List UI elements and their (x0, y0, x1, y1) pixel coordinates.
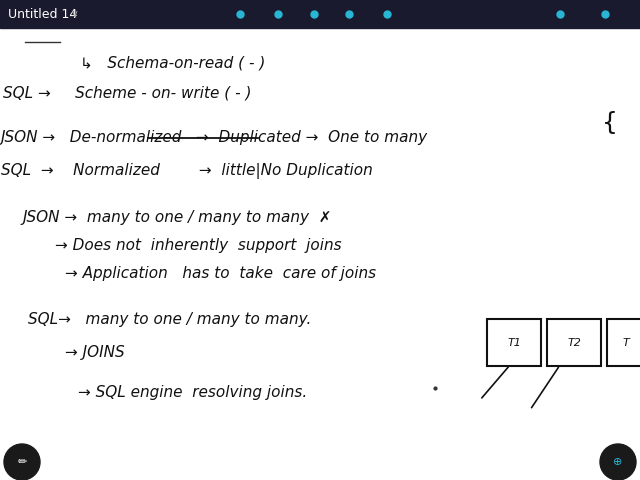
Text: ↳   Schema-on-read ( - ): ↳ Schema-on-read ( - ) (80, 55, 266, 70)
Text: → Does not  inherently  support  joins: → Does not inherently support joins (55, 238, 342, 253)
Bar (0, 0, 640, 28)
Text: Untitled 14: Untitled 14 (8, 8, 77, 21)
Text: → SQL engine  resolving joins.: → SQL engine resolving joins. (78, 385, 307, 400)
Text: SQL→   many to one / many to many.: SQL→ many to one / many to many. (28, 312, 312, 327)
Text: v: v (72, 9, 77, 19)
Text: T2: T2 (567, 337, 581, 348)
Circle shape (600, 444, 636, 480)
Text: T: T (622, 337, 629, 348)
Text: SQL →     Scheme - on- write ( - ): SQL → Scheme - on- write ( - ) (3, 85, 252, 100)
Text: ⊕: ⊕ (613, 457, 623, 467)
FancyBboxPatch shape (547, 319, 601, 366)
Text: SQL  →    Normalized        →  little|No Duplication: SQL → Normalized → little|No Duplication (1, 163, 372, 179)
FancyBboxPatch shape (607, 319, 640, 366)
Text: T1: T1 (507, 337, 521, 348)
FancyBboxPatch shape (487, 319, 541, 366)
Text: JSON →   De-normalized   →  Duplicated →  One to many: JSON → De-normalized → Duplicated → One … (1, 130, 428, 145)
Circle shape (4, 444, 40, 480)
Text: ✏: ✏ (17, 457, 27, 467)
Text: {: { (602, 111, 618, 135)
Text: → JOINS: → JOINS (65, 345, 125, 360)
Text: JSON →  many to one / many to many  ✗: JSON → many to one / many to many ✗ (22, 210, 332, 225)
Text: → Application   has to  take  care of joins: → Application has to take care of joins (65, 266, 376, 281)
